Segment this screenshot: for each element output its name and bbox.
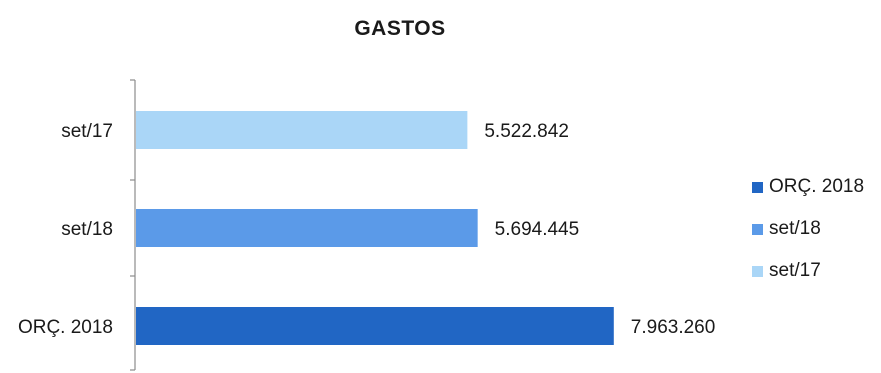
legend-label-set-18: set/18 [769,218,821,239]
legend-item-set-17: set/17 [752,256,877,286]
value-label-orc-2018: 7.963.260 [631,317,716,338]
category-label-set-18: set/18 [61,219,113,240]
legend-swatch-orc-2018 [752,181,763,193]
legend-swatch-set-17 [752,265,763,277]
bar-orc-2018 [136,307,614,345]
value-label-set-17: 5.522.842 [484,121,569,142]
bar-set-17 [136,111,468,149]
legend-swatch-set-18 [752,223,763,235]
legend-item-orc-2018: ORÇ. 2018 [752,172,877,202]
value-label-set-18: 5.694.445 [495,219,580,240]
legend-label-set-17: set/17 [769,260,821,281]
legend: ORÇ. 2018 set/18 set/17 [752,172,877,298]
category-label-orc-2018: ORÇ. 2018 [18,317,113,338]
legend-label-orc-2018: ORÇ. 2018 [769,176,865,197]
chart-title: GASTOS [354,17,446,40]
category-label-set-17: set/17 [61,121,113,142]
bar-set-18 [136,209,478,247]
legend-item-set-18: set/18 [752,214,877,244]
